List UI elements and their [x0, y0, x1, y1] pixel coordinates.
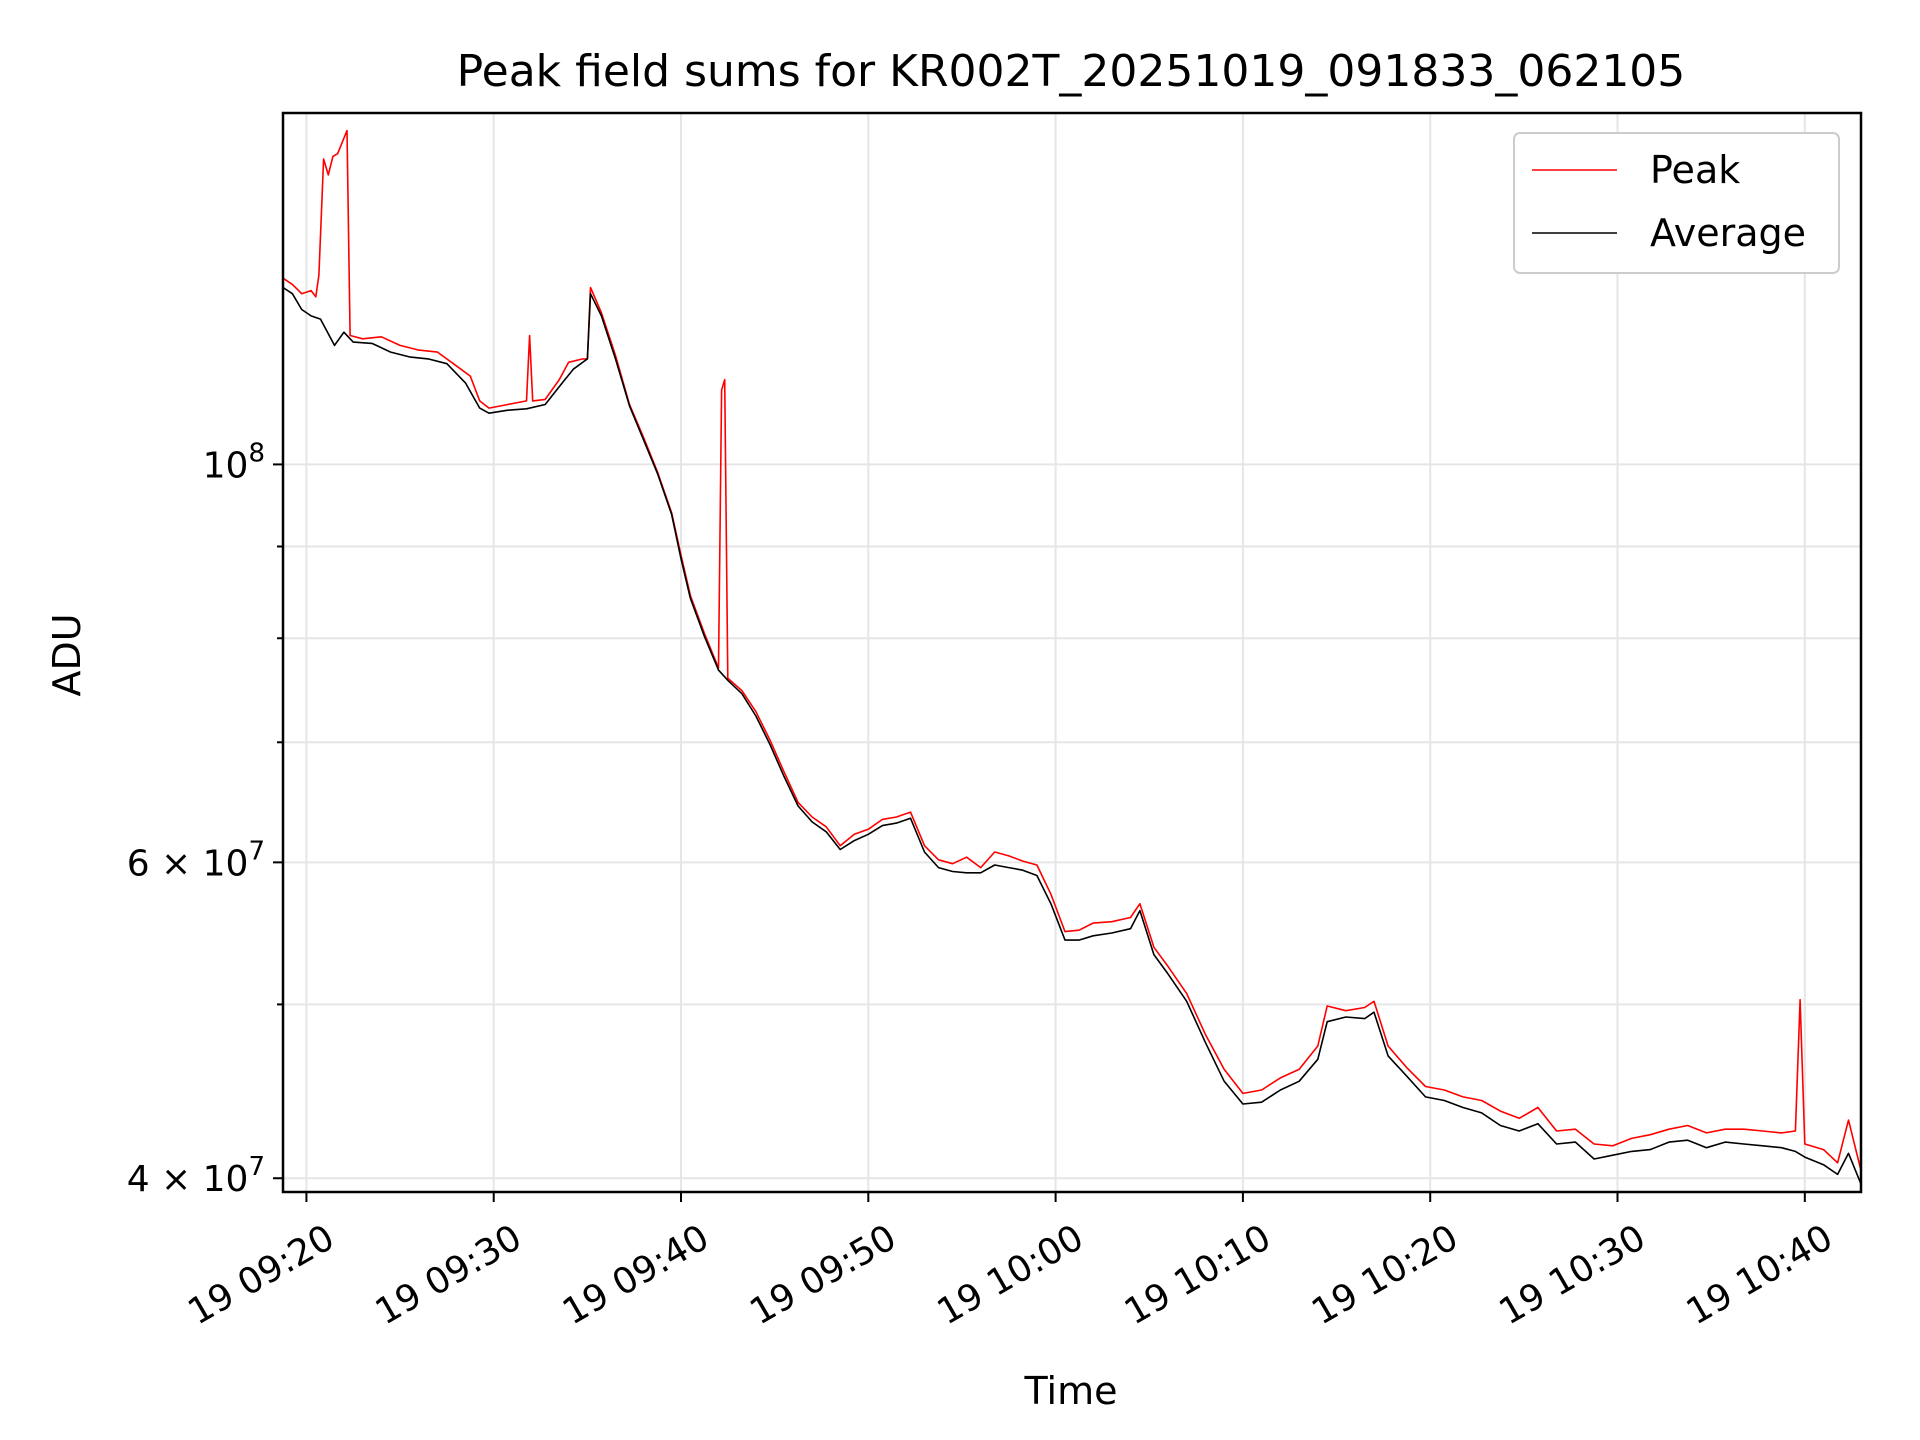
- legend-box: [1513, 132, 1840, 274]
- y-axis: 108 6 × 107 4 × 107: [127, 438, 283, 1200]
- x-tick-label: 19 10:10: [1118, 1217, 1278, 1333]
- legend-label-average: Average: [1650, 211, 1806, 255]
- x-tick-label: 19 09:50: [743, 1217, 903, 1333]
- x-tick-label: 19 10:20: [1305, 1217, 1465, 1333]
- x-tick-label: 19 10:30: [1492, 1217, 1652, 1333]
- y-axis-label: ADU: [45, 613, 89, 696]
- legend: Peak Average: [1513, 132, 1840, 274]
- x-axis: 19 09:20 19 09:30 19 09:40 19 09:50 19 10:00…: [181, 1192, 1840, 1333]
- x-tick-label: 19 10:00: [931, 1217, 1091, 1333]
- grid-lines: [283, 113, 1861, 1192]
- series-line-average: [282, 286, 1862, 1185]
- y-tick-label: 4 × 107: [127, 1152, 265, 1200]
- series-line-peak: [282, 129, 1862, 1171]
- chart-title: Peak field sums for KR002T_20251019_0918…: [457, 46, 1686, 97]
- y-tick-label: 108: [203, 438, 265, 486]
- x-tick-label: 19 10:40: [1680, 1217, 1840, 1333]
- plot-frame: [281, 111, 1863, 1194]
- x-tick-label: 19 09:30: [369, 1217, 529, 1333]
- series-layer: [282, 129, 1862, 1185]
- x-axis-label: Time: [1024, 1369, 1118, 1413]
- x-tick-label: 19 09:20: [181, 1217, 341, 1333]
- x-tick-label: 19 09:40: [556, 1217, 716, 1333]
- y-tick-label: 6 × 107: [127, 836, 265, 884]
- legend-label-peak: Peak: [1650, 148, 1740, 192]
